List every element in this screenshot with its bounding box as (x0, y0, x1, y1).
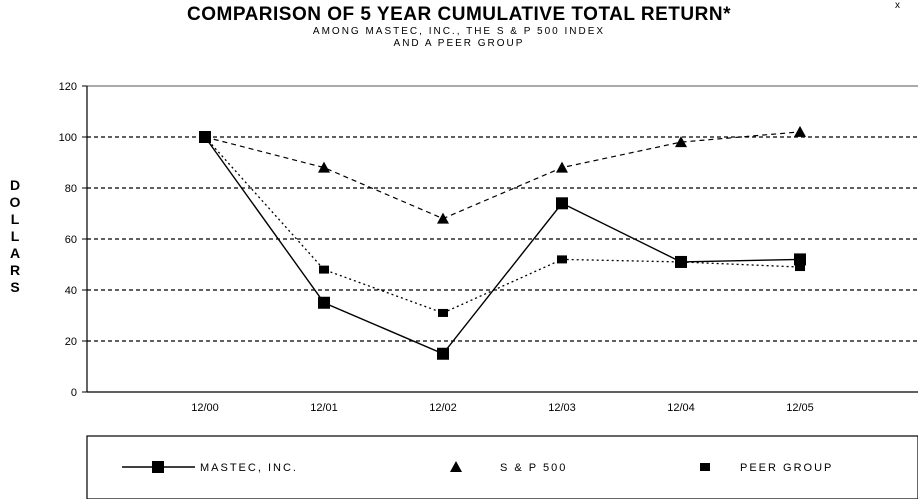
y-axis-label-letter: L (11, 211, 20, 227)
series-2-point-12-04 (676, 257, 686, 266)
y-axis-label-letter: A (10, 245, 20, 261)
y-axis-label-letter: R (10, 262, 20, 278)
series-2-point-12-05 (795, 263, 805, 272)
series-1-point-12-04 (675, 136, 687, 148)
legend-label-2: PEER GROUP (740, 462, 833, 474)
legend-label-0: MASTEC, INC. (200, 462, 298, 474)
chart-title: COMPARISON OF 5 YEAR CUMULATIVE TOTAL RE… (187, 4, 731, 25)
series-1-point-12-01 (318, 161, 330, 173)
y-tick-labels: 0 20 40 60 80 100 120 (59, 81, 77, 399)
legend-marker-2 (700, 463, 710, 471)
series-2-point-12-01 (319, 265, 329, 274)
y-tick-label-100: 100 (59, 132, 77, 144)
series-1-point-12-05 (794, 125, 806, 137)
legend-marker-0 (152, 461, 164, 473)
y-tick-label-60: 60 (65, 234, 77, 246)
x-tick-labels: 12/00 12/01 12/02 12/03 12/04 12/05 (191, 402, 814, 414)
series-0-point-12-03 (556, 197, 568, 210)
series-2-point-12-03 (557, 255, 567, 264)
series-1-point-12-02 (437, 212, 449, 224)
legend-box (86, 435, 918, 499)
y-axis-label-letter: D (10, 177, 20, 193)
chart-subtitle-line2: AND A PEER GROUP (393, 38, 525, 49)
chart-subtitle-line1: AMONG MASTEC, INC., THE S & P 500 INDEX (312, 26, 606, 37)
y-tick-label-20: 20 (65, 336, 77, 348)
x-tick-label-12-01: 12/01 (310, 402, 338, 414)
series-0-point-12-01 (318, 296, 330, 309)
x-tick-label-12-00: 12/00 (191, 402, 219, 414)
series-layer (199, 125, 806, 360)
series-line-0 (204, 136, 801, 355)
y-tick-label-80: 80 (65, 183, 77, 195)
x-tick-label-12-02: 12/02 (429, 402, 457, 414)
y-tick-label-40: 40 (65, 285, 77, 297)
series-0-point-12-02 (437, 347, 449, 360)
series-2-point-12-02 (438, 308, 448, 317)
corner-mark: x (895, 0, 900, 11)
series-0-point-12-05 (794, 253, 806, 266)
y-tick-label-120: 120 (59, 81, 77, 93)
legend-marker-1 (450, 461, 462, 472)
y-tick-label-0: 0 (71, 387, 77, 399)
x-tick-label-12-05: 12/05 (786, 402, 814, 414)
y-axis-label-letter: S (10, 279, 19, 295)
series-2-point-12-00 (200, 133, 210, 141)
series-line-1 (204, 131, 801, 220)
y-axis-label-letter: L (11, 228, 20, 244)
x-tick-label-12-03: 12/03 (548, 402, 576, 414)
legend: MASTEC, INC. S & P 500 PEER GROUP (86, 435, 918, 499)
legend-label-1: S & P 500 (500, 462, 567, 474)
x-tick-label-12-04: 12/04 (667, 402, 695, 414)
series-1-point-12-03 (556, 161, 568, 173)
grid-lines (87, 136, 918, 342)
series-line-2 (204, 136, 801, 314)
y-axis-label-letter: O (10, 194, 21, 210)
axes (82, 85, 918, 393)
